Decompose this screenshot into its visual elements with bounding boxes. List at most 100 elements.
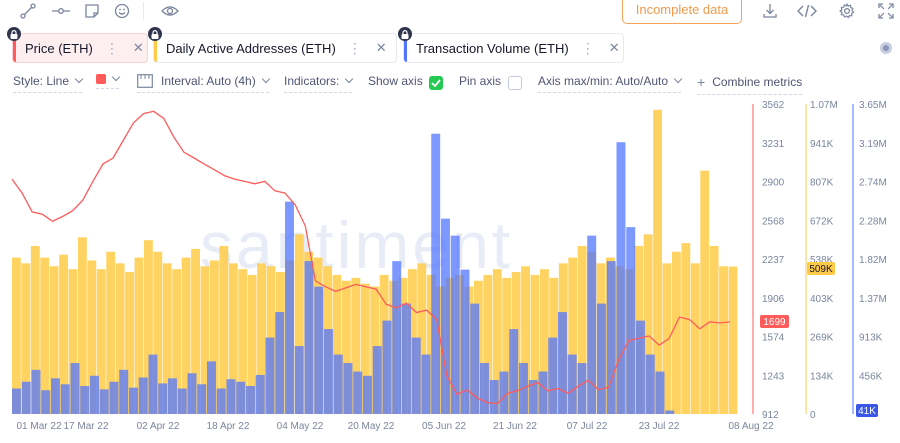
line-draw-icon[interactable] <box>18 1 38 21</box>
chevron-down-icon <box>345 74 354 84</box>
y-tick-label: 3.19M <box>859 139 887 150</box>
show-axis-label: Show axis <box>368 74 423 88</box>
x-tick-label: 07 Jul 22 <box>567 421 608 432</box>
download-icon[interactable] <box>760 1 780 21</box>
daa-bar <box>200 266 210 414</box>
tv-bar <box>304 261 314 414</box>
tv-bar <box>285 201 294 414</box>
emoji-icon[interactable] <box>112 1 132 21</box>
tv-bar <box>392 261 402 414</box>
tv-bar <box>567 354 577 414</box>
daa-bar <box>125 272 134 414</box>
price-line <box>11 110 731 405</box>
metric-chip-price[interactable]: Price (ETH) ⋮ ✕ <box>7 27 148 63</box>
tv-bar <box>499 371 509 414</box>
tv-bar <box>255 374 265 414</box>
color-dropdown[interactable] <box>96 72 121 89</box>
show-axis-toggle[interactable]: Show axis <box>368 74 423 88</box>
tv-bar <box>21 381 31 414</box>
y-tick-label: 269K <box>810 333 834 344</box>
tv-axis: 3.65M 3.19M 2.74M 2.28M 1.82M 1.37M 913K 456K <box>859 100 887 382</box>
daa-bar <box>624 269 634 414</box>
y-tick-label: 0 <box>810 410 816 421</box>
combine-metrics-button[interactable]: + Combine metrics <box>697 74 803 95</box>
style-label: Style: Line <box>13 74 70 88</box>
daa-bar <box>398 277 408 414</box>
tv-bar <box>109 381 119 414</box>
toolbar: Incomplete data <box>0 0 900 24</box>
price-current-value: 1699 <box>763 317 786 328</box>
show-axis-checkbox[interactable] <box>429 76 443 90</box>
incomplete-data-button[interactable]: Incomplete data <box>622 0 742 24</box>
daa-bar <box>276 272 285 414</box>
metric-chip-daily-active-addresses[interactable]: Daily Active Addresses (ETH) ⋮ ✕ <box>148 27 397 63</box>
pin-axis-checkbox[interactable] <box>508 76 522 90</box>
y-tick-label: 2568 <box>762 216 785 227</box>
metric-chip-label: Daily Active Addresses (ETH) <box>166 40 336 56</box>
tv-current-value: 41K <box>858 406 876 417</box>
pin-axis-toggle[interactable]: Pin axis <box>459 74 501 88</box>
y-tick-label: 456K <box>859 371 883 382</box>
y-tick-label: 1.37M <box>859 294 887 305</box>
metric-chip-transaction-volume[interactable]: Transaction Volume (ETH) ⋮ ✕ <box>398 27 624 63</box>
close-icon[interactable]: ✕ <box>608 40 620 55</box>
daa-bar <box>115 263 125 414</box>
tv-bar <box>372 346 382 414</box>
tv-bar <box>246 385 255 414</box>
y-tick-label: 807K <box>810 178 834 189</box>
daa-bar <box>40 257 50 414</box>
tv-bar <box>99 389 109 414</box>
daa-bar <box>12 257 21 414</box>
gear-icon[interactable] <box>837 1 857 21</box>
daa-bar <box>49 266 59 414</box>
y-tick-label: 912 <box>762 410 779 421</box>
daa-bar <box>294 234 304 414</box>
daa-bar <box>96 269 106 414</box>
more-options-icon[interactable]: ⋮ <box>347 39 362 56</box>
tv-bar <box>343 363 353 414</box>
daa-bar <box>304 251 314 414</box>
daa-bar <box>257 263 266 414</box>
fullscreen-icon[interactable] <box>876 1 896 21</box>
eye-icon[interactable] <box>160 1 180 21</box>
more-options-icon[interactable]: ⋮ <box>580 39 595 56</box>
style-dropdown[interactable]: Style: Line <box>13 74 84 93</box>
santiment-watermark: santiment <box>200 208 513 282</box>
indicators-dropdown[interactable]: Indicators: <box>284 74 354 93</box>
tv-bar <box>207 361 216 414</box>
tv-bar <box>411 337 421 414</box>
daa-bar <box>540 269 549 414</box>
tv-bar <box>460 269 470 414</box>
color-swatch <box>96 74 106 84</box>
plus-icon: + <box>697 74 706 90</box>
tv-bar <box>558 312 567 414</box>
x-tick-label: 17 Mar 22 <box>63 421 108 432</box>
daa-bar <box>144 240 153 414</box>
note-icon[interactable] <box>82 1 102 21</box>
close-icon[interactable]: ✕ <box>132 40 144 55</box>
tv-bar <box>606 261 616 414</box>
interval-dropdown[interactable]: Interval: Auto (4h) <box>137 74 270 93</box>
daa-bar <box>568 257 578 414</box>
axis-maxmin-dropdown[interactable]: Axis max/min: Auto/Auto <box>538 74 683 93</box>
daa-bar <box>313 257 323 414</box>
embed-code-icon[interactable] <box>797 1 817 21</box>
close-icon[interactable]: ✕ <box>375 40 387 55</box>
more-options-icon[interactable]: ⋮ <box>104 39 119 56</box>
add-metric-dot-button[interactable] <box>880 42 892 54</box>
tv-bar <box>324 329 333 414</box>
axis-maxmin-label: Axis max/min: Auto/Auto <box>538 74 669 88</box>
x-tick-label: 04 May 22 <box>277 421 324 432</box>
y-tick-label: 2237 <box>762 255 785 266</box>
tv-bar <box>148 354 158 414</box>
tv-bar <box>626 227 636 414</box>
daa-bar <box>511 272 521 414</box>
y-tick-label: 672K <box>810 216 834 227</box>
daa-bar <box>690 263 700 414</box>
tv-bar <box>187 373 197 414</box>
daa-bar <box>643 234 653 414</box>
daa-bar <box>106 251 116 414</box>
horizontal-line-icon[interactable] <box>51 1 71 21</box>
chevron-down-icon <box>673 74 683 84</box>
